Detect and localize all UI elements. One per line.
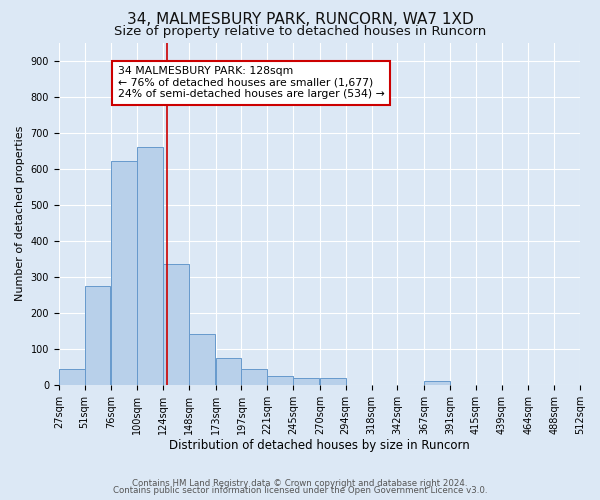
Bar — [267, 376, 293, 385]
Text: Contains HM Land Registry data © Crown copyright and database right 2024.: Contains HM Land Registry data © Crown c… — [132, 478, 468, 488]
Bar — [241, 368, 267, 385]
Bar — [59, 370, 85, 385]
X-axis label: Distribution of detached houses by size in Runcorn: Distribution of detached houses by size … — [169, 440, 470, 452]
Bar — [293, 378, 319, 385]
Bar — [189, 334, 215, 385]
Text: 34 MALMESBURY PARK: 128sqm
← 76% of detached houses are smaller (1,677)
24% of s: 34 MALMESBURY PARK: 128sqm ← 76% of deta… — [118, 66, 385, 99]
Bar — [320, 378, 346, 385]
Bar — [112, 162, 137, 385]
Bar — [137, 147, 163, 385]
Text: 34, MALMESBURY PARK, RUNCORN, WA7 1XD: 34, MALMESBURY PARK, RUNCORN, WA7 1XD — [127, 12, 473, 28]
Y-axis label: Number of detached properties: Number of detached properties — [15, 126, 25, 302]
Bar — [85, 286, 110, 385]
Bar — [215, 358, 241, 385]
Bar — [163, 264, 189, 385]
Bar — [424, 381, 450, 385]
Text: Size of property relative to detached houses in Runcorn: Size of property relative to detached ho… — [114, 25, 486, 38]
Text: Contains public sector information licensed under the Open Government Licence v3: Contains public sector information licen… — [113, 486, 487, 495]
